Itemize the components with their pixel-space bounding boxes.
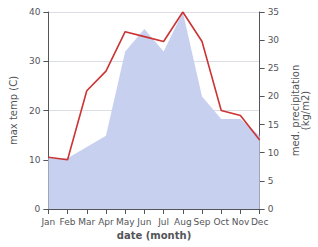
svg-text:5: 5 bbox=[268, 176, 274, 186]
svg-text:10: 10 bbox=[268, 148, 280, 158]
svg-text:(kg/m2): (kg/m2) bbox=[300, 91, 311, 131]
svg-text:med. precipitation: med. precipitation bbox=[289, 64, 301, 157]
svg-text:0: 0 bbox=[35, 204, 41, 214]
svg-text:40: 40 bbox=[29, 7, 41, 17]
svg-text:0: 0 bbox=[268, 204, 274, 214]
svg-text:May: May bbox=[116, 217, 135, 227]
svg-text:Dec: Dec bbox=[251, 217, 268, 227]
svg-text:Feb: Feb bbox=[60, 217, 76, 227]
svg-text:Jan: Jan bbox=[40, 217, 55, 227]
svg-text:30: 30 bbox=[29, 56, 41, 66]
svg-text:Jun: Jun bbox=[136, 217, 151, 227]
svg-text:Aug: Aug bbox=[174, 217, 192, 227]
svg-text:date (month): date (month) bbox=[117, 230, 191, 241]
svg-text:max temp (C): max temp (C) bbox=[8, 76, 19, 145]
svg-text:Mar: Mar bbox=[78, 217, 95, 227]
svg-text:30: 30 bbox=[268, 35, 280, 45]
svg-text:Jul: Jul bbox=[157, 217, 169, 227]
svg-text:Apr: Apr bbox=[98, 217, 114, 227]
svg-text:15: 15 bbox=[268, 120, 279, 130]
svg-text:Sep: Sep bbox=[194, 217, 211, 227]
svg-text:20: 20 bbox=[268, 91, 280, 101]
svg-text:Oct: Oct bbox=[213, 217, 229, 227]
svg-text:10: 10 bbox=[29, 155, 41, 165]
svg-text:Nov: Nov bbox=[232, 217, 250, 227]
svg-text:35: 35 bbox=[268, 7, 279, 17]
svg-text:20: 20 bbox=[29, 106, 41, 116]
svg-text:25: 25 bbox=[268, 63, 279, 73]
